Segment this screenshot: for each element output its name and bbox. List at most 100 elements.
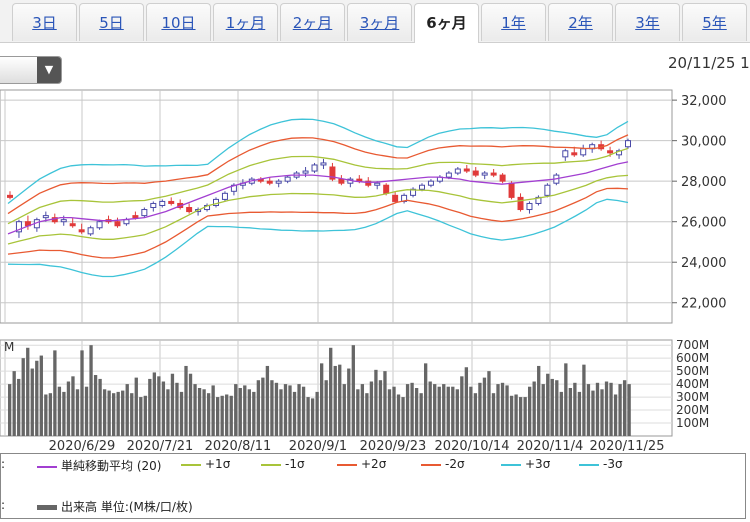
volume-bar-85	[392, 386, 396, 436]
volume-bar-16	[80, 350, 84, 436]
volume-bar-62	[288, 385, 292, 436]
tab-2ヶ月[interactable]: 2ヶ月	[280, 3, 345, 41]
volume-bar-40	[188, 373, 193, 436]
volume-bar-34	[161, 381, 166, 436]
candle-body-13	[123, 219, 130, 225]
candle-body-6	[60, 219, 67, 223]
tab-1ヶ月[interactable]: 1ヶ月	[213, 3, 278, 41]
candle-body-18	[168, 200, 175, 204]
volume-bar-25	[121, 390, 125, 436]
volume-bar-30	[143, 395, 147, 436]
tab-10日[interactable]: 10日	[146, 3, 211, 41]
price-tick-label-2: 26,000	[681, 216, 727, 231]
volume-bar-11	[57, 386, 62, 436]
tab-3日[interactable]: 3日	[12, 3, 77, 41]
volume-tick-label-6: 700M	[676, 338, 709, 352]
volume-bar-57	[265, 365, 270, 436]
volume-bar-134	[613, 394, 618, 436]
candle-body-40	[365, 180, 372, 186]
volume-bar-90	[414, 388, 419, 436]
volume-bar-123	[564, 363, 568, 436]
band-plus3-line	[7, 118, 629, 205]
candle-body-15	[141, 209, 148, 217]
price-tick-label-0: 22,000	[681, 297, 727, 312]
volume-bar-63	[292, 391, 297, 436]
volume-bar-120	[550, 378, 554, 436]
volume-bar-99	[455, 389, 459, 436]
volume-bar-35	[166, 389, 170, 436]
candle-body-46	[419, 184, 425, 190]
legend-minus3-label: -3σ	[603, 457, 623, 471]
volume-bar-82	[378, 380, 383, 436]
candle-body-42	[383, 184, 390, 194]
volume-bar-65	[301, 386, 306, 436]
volume-bar-127	[582, 364, 586, 436]
chart-legend: : 単純移動平均 (20) +1σ -1σ +2σ -2σ +3σ -3σ : …	[0, 453, 746, 519]
price-tick-label-4: 30,000	[681, 135, 727, 150]
candle-body-53	[481, 172, 488, 176]
candle-body-43	[392, 194, 399, 202]
candle-body-31	[284, 176, 291, 182]
candle-body-7	[69, 223, 76, 227]
volume-bar-109	[500, 382, 505, 436]
volume-bar-122	[559, 391, 563, 436]
candle-body-37	[338, 178, 345, 184]
volume-bar-97	[446, 386, 450, 436]
tab-1年[interactable]: 1年	[481, 3, 546, 41]
candle-body-33	[302, 170, 309, 174]
candle-body-47	[427, 180, 434, 186]
x-axis-label-7: 2020/11/25	[590, 439, 665, 452]
tab-2年[interactable]: 2年	[548, 3, 613, 41]
volume-bar-89	[410, 382, 414, 436]
volume-bar-117	[537, 365, 541, 436]
volume-bar-8	[44, 394, 48, 436]
volume-bar-1	[12, 371, 16, 436]
volume-bar-108	[496, 384, 500, 436]
volume-bar-37	[175, 382, 179, 436]
tab-5日[interactable]: 5日	[79, 3, 144, 41]
price-tick-label-1: 24,000	[681, 256, 727, 271]
volume-bar-28	[134, 377, 138, 436]
volume-tick-label-0: 100M	[676, 416, 709, 430]
candle-body-67	[607, 150, 614, 154]
volume-bar-81	[374, 369, 378, 436]
volume-bar-133	[609, 382, 613, 436]
legend-ma-label: 単純移動平均 (20)	[61, 459, 162, 473]
volume-bar-113	[518, 397, 523, 436]
volume-bar-15	[75, 389, 80, 436]
stock-chart: 22,000 24,000 26,000 28,000 30,000 32,000 2020…	[0, 89, 727, 452]
candle-body-50	[454, 168, 461, 174]
volume-bar-67	[310, 398, 315, 436]
candle-body-51	[463, 168, 470, 172]
volume-bar-53	[247, 389, 251, 436]
volume-bar-48	[225, 394, 229, 436]
legend-plus2-label: +2σ	[361, 457, 387, 471]
candle-body-10	[96, 221, 103, 229]
volume-bar-102	[469, 386, 473, 436]
legend-plus3-label: +3σ	[525, 457, 551, 471]
candle-body-12	[114, 221, 121, 227]
volume-bar-98	[451, 386, 455, 436]
chart-type-dropdown[interactable]: ▼	[0, 56, 62, 84]
candle-body-24	[221, 192, 228, 200]
legend-ma: 単純移動平均 (20)	[37, 457, 161, 474]
volume-bar-105	[482, 377, 487, 436]
volume-bar-112	[514, 394, 518, 436]
volume-bar-2	[17, 378, 21, 436]
volume-unit-label: M	[4, 340, 14, 354]
volume-bar-121	[555, 380, 559, 436]
band-minus3-line	[7, 198, 629, 278]
x-axis-label-3: 2020/9/1	[289, 439, 347, 452]
tab-5年[interactable]: 5年	[682, 3, 747, 41]
volume-bar-7	[39, 355, 43, 436]
moving-average-line	[7, 161, 629, 235]
tab-3年[interactable]: 3年	[615, 3, 680, 41]
volume-bar-118	[541, 384, 545, 436]
volume-bar-50	[234, 384, 238, 436]
volume-bar-46	[216, 397, 220, 436]
volume-bar-124	[568, 388, 573, 436]
volume-bar-93	[428, 381, 432, 436]
tab-6ヶ月[interactable]: 6ヶ月	[414, 3, 479, 43]
candle-body-55	[499, 174, 506, 182]
tab-3ヶ月[interactable]: 3ヶ月	[347, 3, 412, 41]
